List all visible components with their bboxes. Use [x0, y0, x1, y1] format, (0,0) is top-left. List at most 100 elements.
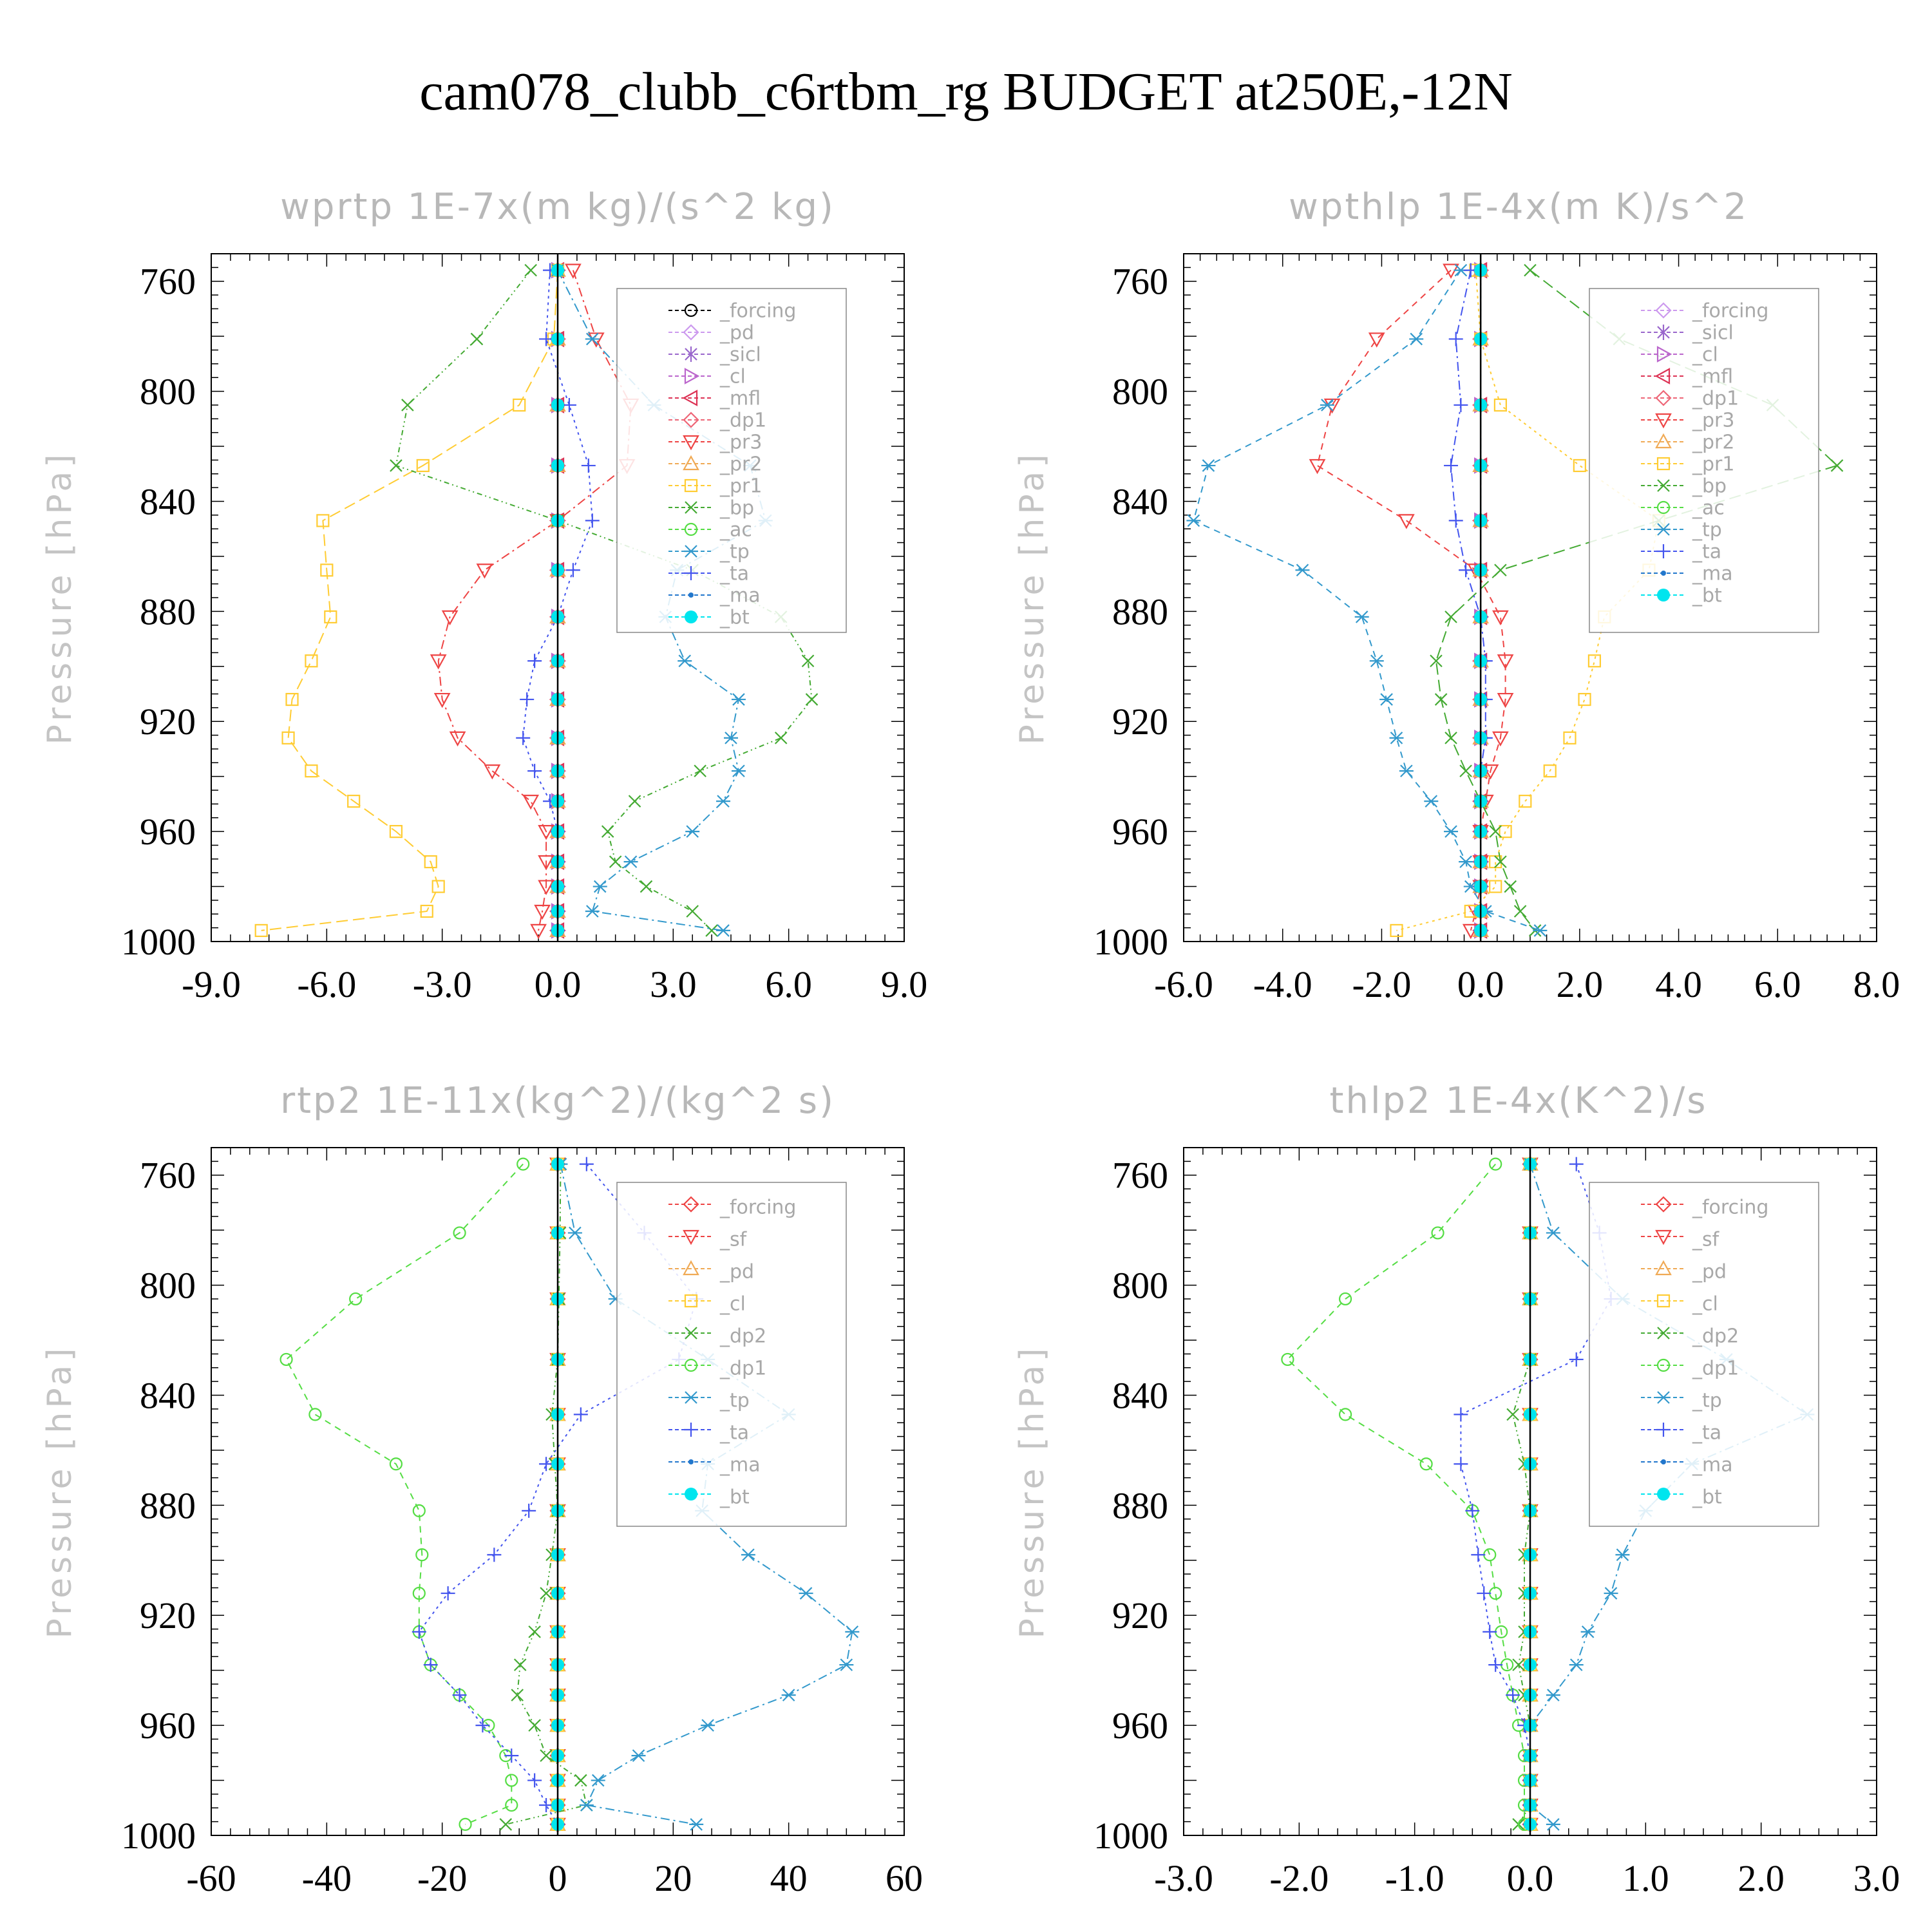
data-point [433, 692, 451, 708]
x-tick-label: 4.0 [1655, 963, 1702, 1005]
data-point [1563, 731, 1577, 744]
data-point [476, 564, 493, 579]
data-point [281, 731, 295, 744]
legend-label: _pd [1692, 1261, 1727, 1283]
legend-item: _sf [1641, 1229, 1720, 1251]
data-point [1482, 1624, 1497, 1639]
legend-item: _tp [668, 541, 750, 564]
legend-label: _mfl [1692, 366, 1733, 388]
y-tick-label: 760 [1112, 261, 1168, 303]
data-point [1459, 563, 1473, 578]
y-tick-label: 1000 [1094, 921, 1168, 963]
data-point [320, 564, 334, 577]
legend-item: _bt [668, 607, 750, 629]
data-point [1573, 459, 1586, 473]
legend-label: _dp2 [1692, 1325, 1739, 1348]
y-tick-label: 960 [140, 811, 196, 853]
legend-label: _dp1 [1692, 388, 1739, 410]
data-point [609, 855, 622, 868]
legend-item: _dp1 [1641, 388, 1739, 410]
data-point [1489, 1157, 1502, 1171]
y-tick-label: 920 [1112, 701, 1168, 743]
legend-item: _forcing [668, 1196, 796, 1219]
data-point [416, 459, 430, 473]
data-point [623, 855, 638, 868]
legend-item: _ac [668, 519, 752, 542]
data-point [475, 1718, 490, 1733]
data-point [1546, 1689, 1560, 1701]
legend-item: _pd [668, 322, 754, 345]
data-point [805, 693, 819, 706]
data-point [1492, 610, 1509, 626]
data-point [527, 1773, 542, 1788]
legend-item: _pr3 [1641, 410, 1734, 432]
legend-label: _pr3 [719, 431, 762, 454]
data-point [1546, 1226, 1560, 1240]
series-line [1396, 270, 1660, 931]
data-point [539, 332, 554, 346]
legend-box [616, 288, 847, 633]
y-tick-label: 800 [1112, 1265, 1168, 1307]
data-point [279, 1352, 293, 1367]
data-point [401, 399, 414, 412]
data-point [705, 924, 718, 937]
data-point [1504, 880, 1517, 893]
legend-item: _pd [668, 1260, 754, 1283]
data-point [484, 764, 501, 780]
legend-item: _ma [1641, 563, 1733, 585]
legend: _forcing_sicl_cl_mfl_dp1_pr3_pr2_pr1_bp_… [1589, 288, 1819, 633]
data-point [1186, 514, 1201, 527]
legend-marker [685, 346, 697, 362]
x-tick-label: 6.0 [1754, 963, 1801, 1005]
legend-marker [1657, 589, 1670, 601]
legend-marker [684, 1294, 698, 1308]
data-point [412, 1586, 426, 1600]
x-tick-label: 9.0 [881, 963, 928, 1005]
panel-thlp2: thlp2 1E-4x(K^2)/s Pressure [hPa] 760 800… [1013, 1080, 1900, 1899]
legend-marker [1655, 390, 1672, 406]
y-tick-label: 920 [1112, 1595, 1168, 1636]
data-point [628, 795, 641, 808]
legend-marker [683, 1260, 699, 1276]
legend-box [1589, 1182, 1819, 1527]
legend-item: _dp2 [1641, 1325, 1739, 1348]
data-point [1506, 1688, 1520, 1703]
data-point [470, 332, 484, 346]
legend-marker [685, 1488, 697, 1501]
data-point [412, 1504, 426, 1518]
legend-marker [684, 545, 698, 558]
data-point [1444, 825, 1459, 838]
data-point [1830, 459, 1844, 472]
panel-title: thlp2 1E-4x(K^2)/s [1330, 1080, 1708, 1122]
data-point [453, 1226, 466, 1240]
x-tick-label: -6.0 [297, 963, 356, 1005]
legend-item: _dp1 [668, 1358, 766, 1380]
y-tick-label: 800 [140, 1265, 196, 1307]
legend-marker [683, 1196, 699, 1213]
data-point [1489, 825, 1502, 838]
legend-marker [1657, 1488, 1670, 1501]
legend-marker [1655, 302, 1672, 319]
legend-item: _ma [668, 585, 761, 607]
data-point [504, 1748, 519, 1763]
legend-marker [1654, 368, 1671, 384]
data-point [567, 1226, 582, 1240]
data-point [1471, 1548, 1486, 1562]
legend-marker [1656, 1423, 1671, 1437]
data-point [1587, 654, 1602, 668]
data-point [516, 730, 531, 745]
data-point [412, 1624, 426, 1639]
data-point [1409, 332, 1424, 346]
legend-item: _sf [668, 1229, 748, 1251]
data-point [1338, 1408, 1352, 1421]
data-point [1390, 923, 1403, 938]
data-point [592, 880, 607, 893]
y-axis-label: Pressure [hPa] [1013, 451, 1052, 745]
data-point [1483, 1548, 1497, 1562]
data-point [538, 880, 554, 895]
x-tick-label: -60 [186, 1857, 236, 1899]
data-point [1399, 764, 1414, 777]
data-point [305, 764, 318, 778]
legend-item: _forcing [1641, 1196, 1768, 1219]
x-tick-label: 0.0 [535, 963, 582, 1005]
